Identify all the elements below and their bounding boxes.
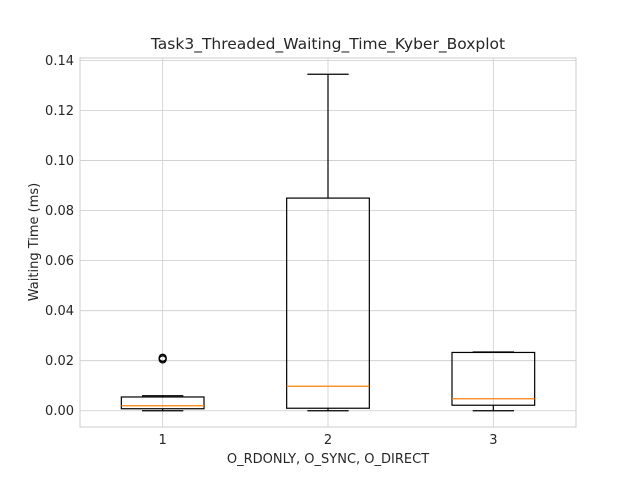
boxes [120,73,536,412]
box-group-3 [451,351,536,412]
box-group-2 [286,73,370,412]
x-axis-label: O_RDONLY, O_SYNC, O_DIRECT [227,452,429,467]
y-tick-label: 0.06 [45,254,74,269]
y-tick-label: 0.08 [45,204,74,219]
tick-labels: 0.00 0.02 0.04 0.06 0.08 0.10 0.12 0.14 1 2 3 [45,54,497,448]
iqr-box [286,197,370,409]
plot-frame [79,57,577,428]
outlier-point [158,353,167,362]
y-axis-label: Waiting Time (ms) [27,183,42,301]
iqr-box [120,396,205,410]
y-tick-label: 0.00 [45,404,74,419]
y-tick-label: 0.14 [45,54,74,69]
iqr-box [451,351,536,406]
y-tick-label: 0.12 [45,104,74,119]
x-tick-label: 2 [324,433,332,448]
y-tick-label: 0.02 [45,354,74,369]
box-group-1 [120,353,205,412]
x-tick-label: 3 [489,433,497,448]
chart-title: Task3_Threaded_Waiting_Time_Kyber_Boxplo… [150,35,505,54]
y-tick-label: 0.10 [45,154,74,169]
y-tick-label: 0.04 [45,304,74,319]
x-tick-label: 1 [159,433,167,448]
